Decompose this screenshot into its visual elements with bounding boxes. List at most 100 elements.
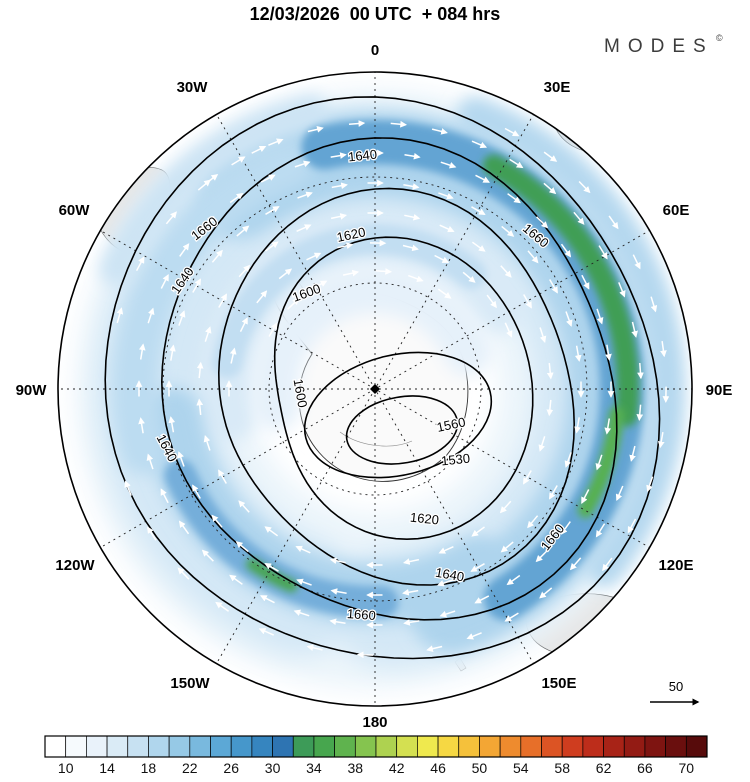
- wind-arrow: [595, 523, 606, 538]
- wind-arrow: [295, 545, 311, 554]
- colorbar-cell: [334, 735, 356, 758]
- wind-arrow: [168, 416, 176, 433]
- colorbar-tick: 50: [472, 760, 488, 776]
- contour-line: [104, 96, 661, 660]
- wind-arrow: [470, 563, 485, 572]
- wind-arrow: [504, 612, 519, 622]
- wind-arrow: [538, 436, 546, 452]
- lon-label-180: 180: [362, 714, 387, 731]
- wind-arrow: [179, 243, 190, 257]
- colorbar-tick: 58: [554, 760, 570, 776]
- wind-arrow: [203, 435, 211, 451]
- wind-arrow: [138, 417, 145, 434]
- wind-arrow: [160, 273, 169, 289]
- wind-arrow: [165, 211, 177, 225]
- wind-arrow: [595, 454, 603, 471]
- wind-arrow: [342, 269, 360, 277]
- wind-arrow: [471, 241, 486, 252]
- wind-arrow: [268, 322, 278, 337]
- colorbar-cell: [148, 735, 170, 758]
- colorbar: 10 14 18 22 26 30 34 38 42 46 50 54 58 62 66 70: [44, 735, 708, 776]
- wind-arrow: [238, 500, 250, 513]
- wind-arrow: [629, 445, 636, 462]
- wind-arrow: [211, 249, 223, 263]
- colorbar-cell: [499, 735, 522, 758]
- wind-arrow: [204, 173, 219, 185]
- wind-arrow: [138, 343, 146, 360]
- wind-arrow: [500, 541, 514, 553]
- colorbar-cell: [168, 735, 191, 758]
- lon-label-90w: 90W: [16, 382, 48, 399]
- wind-arrow: [604, 418, 612, 435]
- colorbar-cell: [127, 735, 149, 758]
- wind-arrow: [527, 515, 539, 529]
- modes-logo-text: MODES: [604, 36, 714, 57]
- lon-label-60w: 60W: [59, 202, 91, 219]
- colorbar-cell: [292, 735, 315, 758]
- colorbar-cell: [623, 735, 646, 758]
- lon-label-30w: 30W: [177, 79, 209, 96]
- wind-arrow: [251, 145, 267, 154]
- wind-arrow: [229, 574, 243, 585]
- contour-label: 1620: [409, 510, 439, 528]
- wind-arrow: [546, 399, 554, 417]
- wind-arrow: [535, 550, 548, 563]
- wind-arrow: [471, 140, 488, 149]
- wind-arrow: [474, 595, 490, 604]
- wind-arrow: [549, 279, 558, 294]
- wind-arrow: [574, 417, 581, 434]
- shading-band: [482, 154, 639, 427]
- wind-arrow: [331, 182, 348, 190]
- wind-arrow: [192, 484, 201, 499]
- wind-arrow: [660, 340, 667, 358]
- wind-arrow: [239, 317, 248, 333]
- wind-arrow: [337, 242, 354, 250]
- wind-arrow: [297, 191, 313, 199]
- shading-band: [111, 141, 312, 475]
- colorbar-cell: [44, 735, 67, 758]
- contour-1530: [345, 395, 459, 465]
- colorbar-tick: 22: [182, 760, 198, 776]
- wind-arrow: [402, 588, 419, 596]
- contour-line: [273, 236, 534, 541]
- wind-arrow: [296, 578, 312, 586]
- colorbar-cell: [561, 735, 584, 758]
- colorbar-cell: [210, 735, 232, 758]
- wind-arrow: [486, 294, 497, 309]
- wind-arrow: [160, 488, 169, 504]
- reference-arrow-label: 50: [669, 679, 683, 694]
- colorbar-cell: [479, 735, 501, 758]
- wind-arrow: [408, 274, 424, 283]
- wind-arrow: [536, 216, 549, 229]
- wind-arrow: [504, 127, 520, 137]
- colorbar-tick: 54: [513, 760, 529, 776]
- wind-arrow: [440, 161, 457, 169]
- wind-arrow: [296, 224, 312, 232]
- wind-arrow: [475, 174, 491, 183]
- contour-1560: [303, 351, 493, 479]
- wind-arrow: [178, 310, 186, 326]
- wind-arrow: [507, 193, 521, 204]
- wind-arrow: [523, 470, 532, 485]
- wind-arrow: [564, 452, 572, 468]
- lon-label-90e: 90E: [706, 382, 733, 399]
- lon-label-0: 0: [371, 42, 379, 59]
- colorbar-cell: [189, 735, 211, 758]
- lon-label-60e: 60E: [663, 202, 690, 219]
- wind-arrow: [471, 206, 486, 215]
- contour-label: 1530: [440, 451, 470, 469]
- colorbar-cell: [106, 735, 129, 758]
- wind-arrow: [438, 546, 454, 554]
- wind-arrow: [504, 322, 513, 338]
- wind-arrow: [500, 265, 512, 278]
- wind-arrow: [202, 215, 215, 228]
- wind-arrow: [293, 609, 310, 617]
- colorbar-cell: [437, 735, 460, 758]
- wind-arrow: [466, 632, 482, 640]
- wind-arrow: [539, 587, 553, 599]
- contour-line: [217, 187, 576, 586]
- wind-arrow: [307, 126, 324, 133]
- wind-arrow: [238, 264, 251, 278]
- colorbar-cell: [272, 735, 294, 758]
